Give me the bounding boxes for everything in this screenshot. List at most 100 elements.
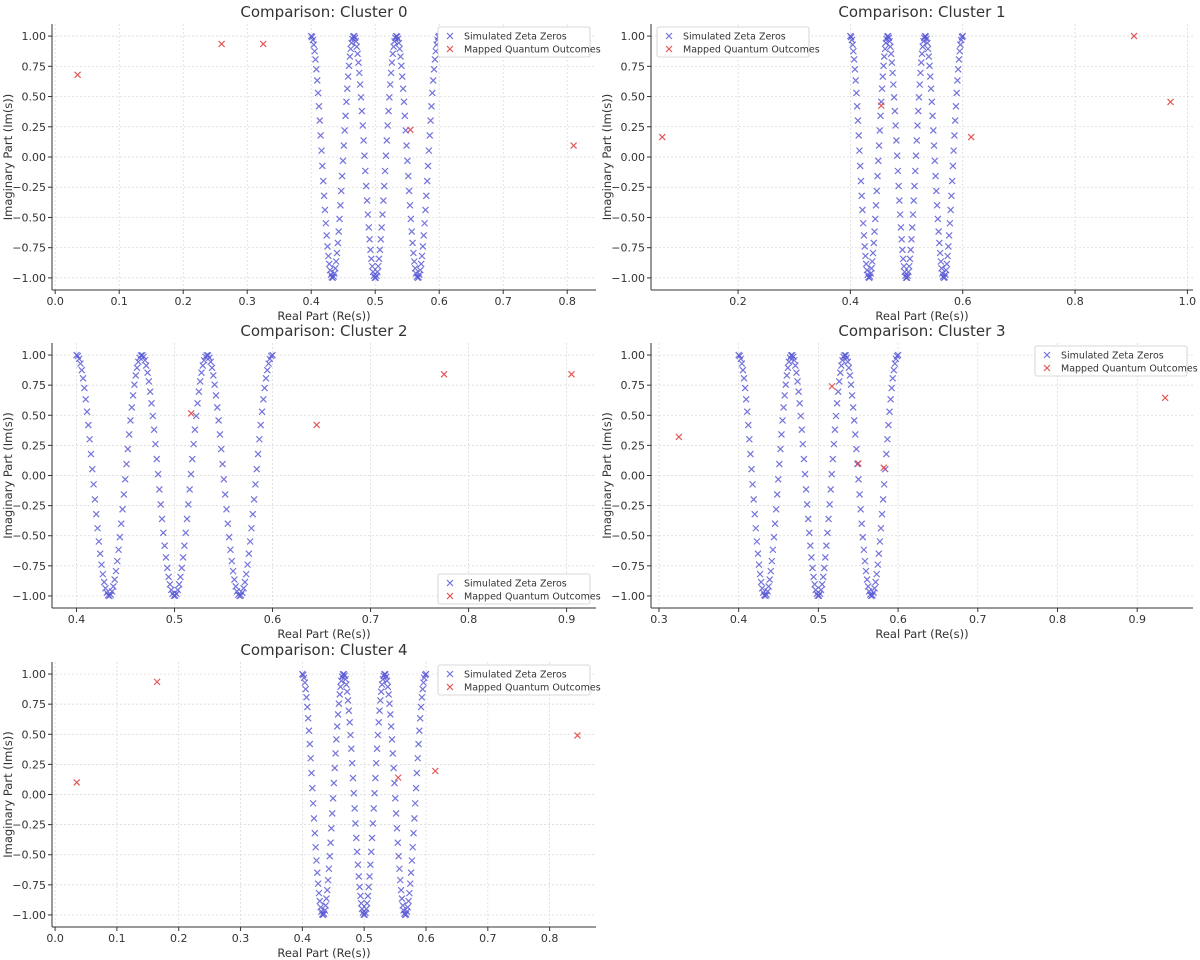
zeta-zero-point	[252, 480, 259, 488]
zeta-zero-point	[165, 573, 173, 581]
y-tick-label: 0.25	[22, 121, 47, 134]
zeta-zero-point	[869, 249, 877, 257]
zeta-zero-point	[386, 81, 394, 88]
zeta-zero-point	[428, 89, 436, 97]
y-tick-label: 0.25	[621, 439, 646, 452]
quantum-outcome-point	[675, 433, 683, 441]
zeta-zero-point	[342, 681, 350, 689]
x-tick-label: 0.5	[810, 613, 828, 626]
zeta-zero-point	[123, 460, 130, 468]
y-tick-label: 0.25	[22, 439, 47, 452]
zeta-zero-point	[375, 255, 383, 263]
y-tick-label: 0.75	[22, 698, 47, 711]
x-tick-label: 0.7	[479, 932, 497, 945]
x-tick-label: 0.3	[238, 295, 256, 308]
zeta-zero-point	[793, 369, 800, 377]
zeta-zero-point	[861, 243, 869, 250]
zeta-zero-point	[186, 486, 194, 493]
zeta-zero-point	[767, 567, 775, 575]
zeta-zero-point	[875, 142, 883, 149]
grid	[651, 24, 1193, 290]
zeta-zero-point	[850, 417, 858, 424]
zeta-zero-point	[394, 839, 402, 847]
zeta-zero-point	[230, 576, 238, 584]
zeta-zero-point	[312, 56, 319, 63]
zeta-zero-point	[309, 799, 317, 807]
zeta-zero-point	[371, 789, 378, 797]
zeta-zero-point	[162, 554, 170, 561]
zeta-zero-point	[192, 412, 200, 420]
zeta-zero-point	[887, 395, 895, 403]
zeta-zero-point	[741, 384, 749, 392]
subplot-cluster-0: 0.0 0.1 0.2 0.3 0.4 0.5 0.6 0.7 0.8 −1.00 −0.75 −0.…	[1, 3, 601, 323]
zeta-zero-point	[800, 455, 808, 463]
zeta-zero-point	[257, 421, 265, 429]
zeta-zero-point	[330, 779, 338, 787]
zeta-zero-point	[909, 211, 917, 218]
zeta-zero-point	[954, 77, 961, 84]
zeta-zero-point	[386, 710, 394, 718]
zeta-zero-point	[424, 162, 432, 170]
zeta-zero-point	[419, 685, 427, 693]
zeta-zero-point	[889, 374, 897, 382]
zeta-zero-point	[400, 98, 408, 106]
zeta-zero-point	[120, 491, 128, 498]
zeta-zero-point	[766, 576, 774, 584]
zeta-zero-point	[166, 580, 174, 588]
zeta-zero-point	[769, 546, 777, 554]
zeta-zero-point	[163, 564, 171, 572]
legend-label: Simulated Zeta Zeros	[683, 32, 786, 43]
zeta-zero-point	[326, 852, 334, 860]
zeta-zero-point	[182, 529, 190, 537]
zeta-zero-point	[212, 391, 220, 399]
zeta-zero-point	[408, 857, 416, 864]
zeta-zero-point	[199, 362, 207, 370]
y-tick-label: −0.25	[12, 181, 46, 194]
zeta-zero-point	[756, 570, 764, 578]
zeta-zero-point	[890, 93, 898, 101]
zeta-zero-point	[320, 192, 328, 200]
zeta-zero-point	[899, 255, 907, 263]
zeta-zero-point	[173, 590, 180, 598]
legend: Simulated Zeta Zeros Mapped Quantum Outco…	[1034, 345, 1198, 377]
zeta-zero-point	[774, 475, 782, 483]
zeta-zero-point	[183, 515, 191, 523]
y-tick-label: −1.00	[611, 272, 645, 285]
zeta-zero-point	[325, 260, 333, 268]
zeta-zero-point	[373, 268, 381, 276]
zeta-zero-point	[917, 59, 925, 67]
zeta-zero-point	[782, 381, 790, 389]
zeta-zero-point	[335, 228, 343, 235]
zeta-zero-point	[876, 127, 884, 134]
zeta-zero-point	[873, 187, 881, 195]
x-axis-label: Real Part (Re(s))	[277, 627, 370, 641]
legend: Simulated Zeta Zeros Mapped Quantum Outco…	[437, 26, 601, 58]
zeta-zero-point	[366, 235, 374, 243]
zeta-zero-point	[896, 211, 904, 218]
x-tick-label: 0.4	[842, 295, 860, 308]
zeta-zero-point	[889, 81, 897, 88]
zeta-zero-point	[893, 152, 901, 160]
zeta-zero-point	[802, 486, 810, 493]
zeta-zero-point	[415, 740, 422, 748]
zeta-zero-point	[355, 873, 363, 880]
zeta-zero-point	[859, 206, 866, 214]
zeta-zero-point	[871, 228, 878, 235]
y-tick-label: −0.50	[611, 530, 645, 543]
zeta-zero-point	[328, 810, 336, 817]
zeta-zero-point	[925, 53, 933, 60]
zeta-zero-point	[750, 496, 758, 503]
zeta-zero-point	[422, 206, 429, 214]
zeta-zero-point	[396, 876, 404, 884]
zeta-zero-point	[409, 239, 416, 247]
zeta-zero-point	[327, 824, 335, 832]
zeta-zero-point	[303, 693, 310, 701]
y-tick-label: −0.25	[611, 500, 645, 513]
zeta-zero-point	[772, 505, 780, 513]
zeta-zero-point	[245, 550, 253, 558]
zeta-zero-point	[949, 162, 957, 170]
zeta-zero-point	[142, 362, 150, 370]
zeta-zero-point	[132, 372, 140, 379]
zeta-zero-point	[927, 85, 935, 93]
zeta-zero-point	[315, 102, 323, 110]
